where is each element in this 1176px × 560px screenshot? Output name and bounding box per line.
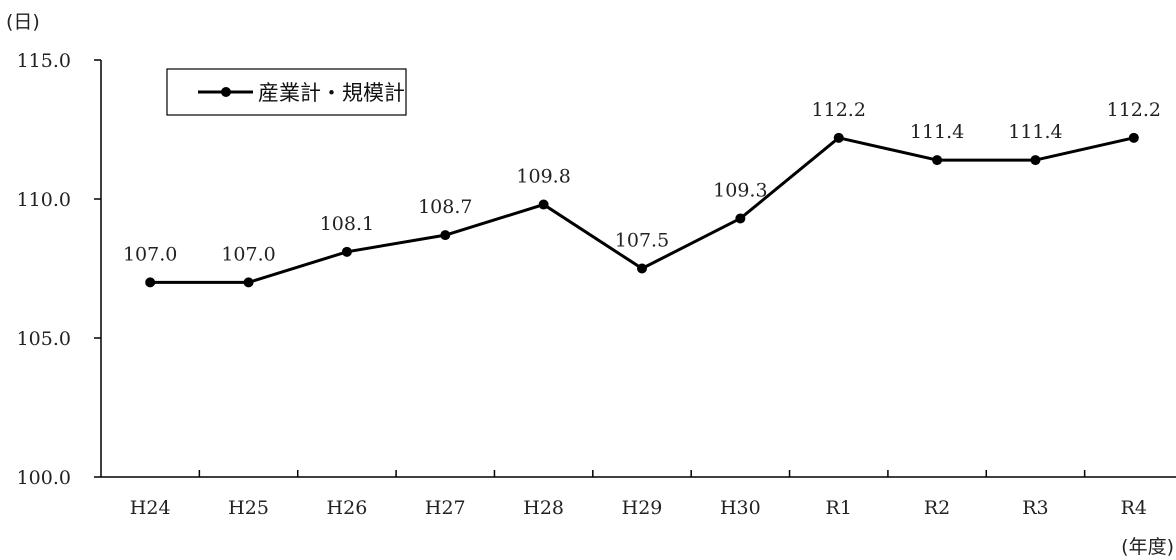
data-point bbox=[243, 277, 254, 288]
x-tick-label: R3 bbox=[1022, 497, 1048, 519]
data-point bbox=[637, 263, 647, 274]
legend: 産業計・規模計 bbox=[166, 68, 407, 116]
data-point bbox=[145, 277, 156, 288]
y-tick-label: 115.0 bbox=[17, 50, 71, 72]
y-tick-label: 100.0 bbox=[17, 467, 71, 489]
x-tick-label: H25 bbox=[228, 497, 269, 519]
x-tick-label: R4 bbox=[1121, 497, 1147, 519]
x-axis: H24 H25 H26 H27 H28 H29 H30 R1 R2 R3 R4 bbox=[101, 470, 1176, 519]
y-unit-label: (日) bbox=[6, 11, 40, 33]
data-label: 109.8 bbox=[516, 166, 570, 188]
data-point bbox=[932, 155, 943, 166]
data-label: 112.2 bbox=[812, 99, 866, 121]
data-label-group: 107.0 107.0 108.1 108.7 109.8 107.5 109.3 112.2… bbox=[123, 99, 1161, 266]
data-point bbox=[341, 246, 352, 257]
data-label: 108.7 bbox=[418, 196, 472, 218]
x-tick-label: R1 bbox=[826, 497, 852, 519]
y-tick-label: 110.0 bbox=[17, 189, 71, 211]
x-tick-label: H27 bbox=[425, 497, 466, 519]
x-tick-label: R2 bbox=[924, 497, 950, 519]
data-label: 111.4 bbox=[910, 121, 964, 143]
data-point bbox=[735, 213, 746, 224]
x-tick-label: H30 bbox=[720, 497, 761, 519]
legend-marker bbox=[221, 87, 231, 97]
data-point bbox=[440, 230, 451, 241]
series-line-group bbox=[145, 132, 1139, 288]
y-axis: 100.0 105.0 110.0 115.0 bbox=[17, 50, 102, 489]
data-label: 107.0 bbox=[221, 243, 275, 265]
data-label: 111.4 bbox=[1008, 121, 1062, 143]
x-tick-label: H29 bbox=[622, 497, 663, 519]
data-label: 109.3 bbox=[713, 179, 767, 201]
data-point bbox=[833, 132, 844, 143]
data-point bbox=[1030, 155, 1041, 166]
data-point bbox=[538, 199, 549, 210]
x-tick-label: H28 bbox=[523, 497, 564, 519]
data-label: 108.1 bbox=[320, 213, 374, 235]
data-point bbox=[1128, 132, 1139, 143]
data-label: 107.5 bbox=[615, 230, 669, 252]
y-tick-label: 105.0 bbox=[17, 328, 71, 350]
series-line bbox=[150, 136, 1135, 284]
x-tick-label: H24 bbox=[130, 497, 171, 519]
x-tick-label: H26 bbox=[327, 497, 368, 519]
data-label: 112.2 bbox=[1107, 99, 1161, 121]
data-label: 107.0 bbox=[123, 243, 177, 265]
x-unit-label: (年度) bbox=[1121, 536, 1174, 558]
legend-label: 産業計・規模計 bbox=[258, 81, 405, 105]
